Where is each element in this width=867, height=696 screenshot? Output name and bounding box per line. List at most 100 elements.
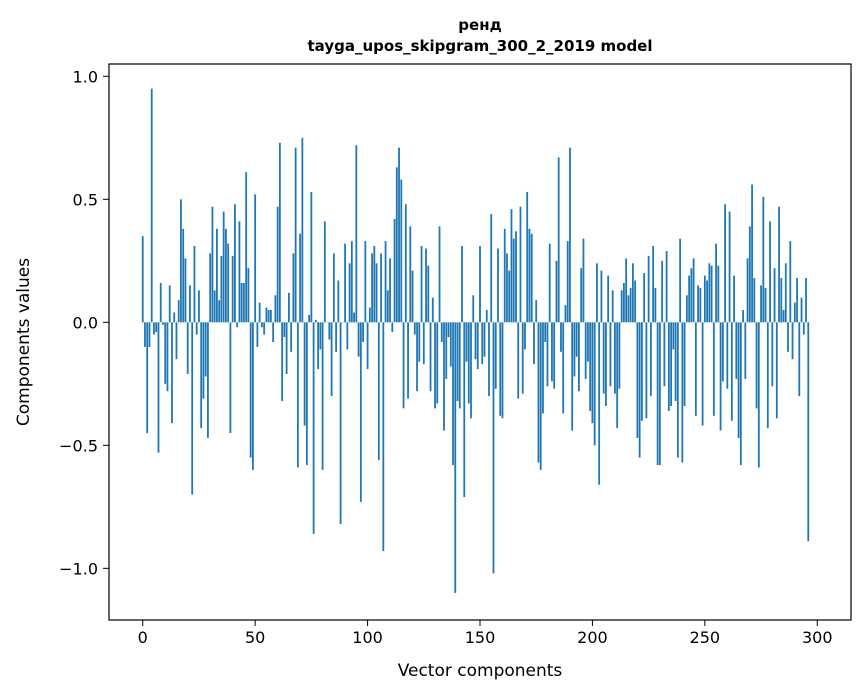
bar-96 [357, 322, 360, 357]
bar-91 [346, 322, 349, 350]
bar-240 [681, 322, 684, 463]
bar-2 [146, 322, 149, 434]
bar-288 [789, 241, 792, 323]
bar-246 [694, 322, 697, 416]
bar-154 [488, 322, 490, 397]
bar-131 [436, 322, 439, 404]
bar-53 [261, 322, 263, 328]
bar-266 [739, 322, 742, 466]
bar-81 [323, 221, 326, 323]
bar-108 [384, 241, 387, 323]
bar-102 [371, 253, 373, 323]
y-tick-label-4: 1.0 [73, 67, 98, 86]
bar-9 [162, 322, 164, 325]
bar-61 [278, 142, 281, 323]
bars-group [141, 88, 810, 593]
y-tick-label-1: −0.5 [59, 436, 98, 455]
bar-141 [458, 322, 461, 409]
bar-46 [245, 172, 248, 323]
bar-226 [649, 322, 652, 397]
bar-190 [569, 147, 571, 323]
bar-219 [634, 280, 637, 323]
bar-34 [218, 300, 221, 323]
bar-80 [321, 322, 324, 470]
bar-117 [404, 204, 407, 323]
bar-22 [191, 322, 194, 495]
bar-128 [429, 322, 432, 392]
bar-273 [755, 322, 758, 409]
bar-137 [449, 322, 452, 367]
bar-60 [276, 206, 279, 323]
bar-188 [564, 305, 567, 323]
bar-261 [728, 211, 731, 323]
bar-126 [425, 248, 427, 323]
bar-171 [526, 191, 529, 323]
bar-250 [703, 275, 706, 323]
x-tick-label-150: 150 [465, 628, 496, 647]
bar-244 [690, 268, 693, 323]
bar-42 [236, 322, 239, 328]
bar-142 [461, 246, 463, 323]
bar-43 [238, 221, 241, 323]
bar-56 [267, 310, 270, 323]
bar-158 [497, 248, 499, 323]
y-axis-ticks: −1.0 −0.5 0.0 0.5 1.0 [59, 67, 109, 578]
bar-204 [600, 270, 603, 323]
bar-178 [542, 322, 544, 414]
bar-4 [150, 88, 153, 323]
y-tick-label-0: −1.0 [59, 559, 98, 578]
bar-13 [171, 322, 173, 424]
bar-122 [416, 322, 418, 392]
bar-74 [308, 314, 311, 323]
bar-33 [216, 228, 218, 323]
bar-212 [618, 322, 621, 389]
bar-116 [402, 322, 405, 409]
bar-213 [620, 290, 623, 323]
bar-242 [685, 295, 688, 323]
y-tick-label-2: 0.0 [73, 313, 98, 332]
bar-104 [375, 263, 378, 323]
bar-294 [802, 322, 805, 335]
bar-238 [676, 322, 679, 458]
bar-3 [148, 322, 151, 347]
bar-194 [578, 322, 580, 392]
bar-210 [614, 322, 616, 394]
bar-93 [350, 241, 353, 323]
bar-112 [393, 218, 396, 323]
bar-237 [674, 322, 677, 402]
bar-152 [483, 322, 486, 357]
bar-235 [670, 322, 673, 406]
bar-201 [593, 322, 596, 446]
bar-180 [546, 322, 549, 387]
x-tick-label-250: 250 [690, 628, 721, 647]
bar-69 [296, 322, 299, 468]
bar-249 [701, 322, 704, 426]
bar-202 [596, 263, 598, 323]
bar-10 [164, 322, 167, 384]
bar-83 [328, 322, 331, 340]
bar-88 [339, 322, 342, 525]
bar-181 [548, 243, 551, 323]
bar-277 [764, 287, 767, 323]
bar-173 [530, 233, 533, 323]
bar-283 [778, 206, 780, 323]
bar-262 [730, 322, 733, 421]
bar-265 [737, 322, 740, 438]
bar-95 [355, 145, 358, 323]
bar-176 [537, 322, 540, 463]
bar-230 [658, 322, 661, 466]
bar-160 [501, 322, 504, 419]
bar-207 [607, 275, 610, 323]
bar-7 [157, 322, 160, 453]
bar-144 [465, 322, 468, 362]
bar-290 [793, 302, 796, 323]
bar-214 [623, 282, 625, 323]
bar-133 [440, 322, 443, 342]
bar-90 [344, 243, 346, 323]
x-tick-label-200: 200 [577, 628, 608, 647]
bar-66 [290, 322, 293, 352]
bar-253 [710, 265, 713, 323]
bar-17 [180, 199, 182, 323]
bar-179 [544, 322, 547, 342]
bar-195 [580, 268, 583, 323]
